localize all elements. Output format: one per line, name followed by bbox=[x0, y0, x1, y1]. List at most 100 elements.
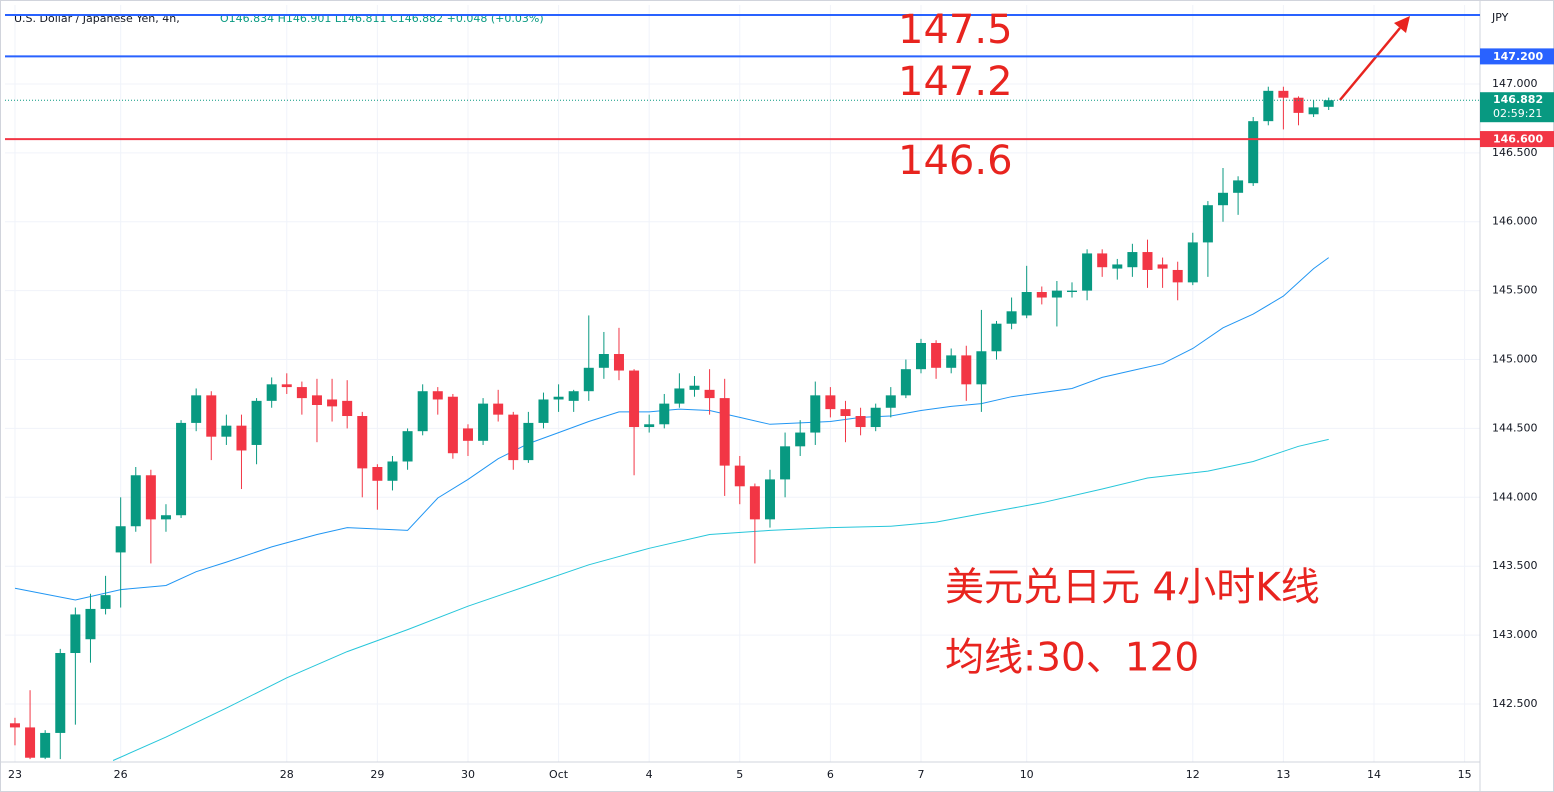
candle-body bbox=[674, 388, 685, 404]
candle-body bbox=[1097, 253, 1108, 268]
candle-body bbox=[855, 416, 866, 428]
candle-body bbox=[221, 425, 232, 437]
candle-body bbox=[553, 396, 564, 400]
last-price-label: 146.882 bbox=[1493, 93, 1543, 106]
candle-body bbox=[538, 399, 549, 423]
candle-body bbox=[659, 403, 670, 425]
candle-body bbox=[961, 355, 972, 385]
candle-body bbox=[1248, 121, 1259, 184]
annotation: 146.6 bbox=[898, 138, 1013, 184]
candle-body bbox=[1066, 290, 1077, 293]
candle-body bbox=[1217, 192, 1228, 206]
candle-body bbox=[478, 403, 489, 441]
arrow bbox=[1339, 16, 1410, 101]
candle-body bbox=[1263, 90, 1274, 122]
x-tick-label: 6 bbox=[827, 768, 834, 781]
currency-label: JPY bbox=[1491, 11, 1509, 24]
x-tick-label: 29 bbox=[370, 768, 384, 781]
candle-body bbox=[1157, 264, 1168, 269]
candle-body bbox=[1036, 292, 1047, 298]
y-tick-label: 146.000 bbox=[1492, 215, 1538, 228]
annotation: 美元兑日元 4小时K线 bbox=[945, 566, 1320, 611]
candle-body bbox=[644, 424, 655, 428]
candle-body bbox=[296, 387, 307, 399]
candle-body bbox=[1127, 252, 1138, 268]
candle-body bbox=[9, 723, 20, 728]
candle-body bbox=[523, 422, 534, 461]
candle-body bbox=[1082, 253, 1093, 291]
y-tick-label: 143.000 bbox=[1492, 628, 1538, 641]
candle-body bbox=[85, 608, 96, 640]
annotation: 均线:30、120 bbox=[945, 636, 1199, 681]
x-tick-label: 7 bbox=[917, 768, 924, 781]
arrow-shaft bbox=[1339, 27, 1401, 101]
candle-body bbox=[719, 398, 730, 466]
y-tick-label: 143.500 bbox=[1492, 559, 1538, 572]
candle-body bbox=[372, 466, 383, 481]
candle-body bbox=[946, 355, 957, 368]
candle-body bbox=[130, 475, 141, 527]
price-tag bbox=[1480, 48, 1554, 65]
candle-body bbox=[780, 446, 791, 480]
candle-body bbox=[1006, 311, 1017, 324]
candle-body bbox=[508, 414, 519, 461]
price-tag-label: 146.600 bbox=[1493, 133, 1543, 146]
candle-body bbox=[1233, 180, 1244, 193]
x-tick-label: 15 bbox=[1458, 768, 1472, 781]
candle-body bbox=[342, 400, 353, 417]
y-tick-label: 142.500 bbox=[1492, 697, 1538, 710]
y-tick-label: 144.000 bbox=[1492, 490, 1538, 503]
candle-body bbox=[900, 369, 911, 396]
price-tag bbox=[1480, 92, 1554, 123]
candle-body bbox=[70, 614, 81, 654]
candle-body bbox=[840, 409, 851, 417]
candle-body bbox=[115, 526, 126, 553]
candle-body bbox=[629, 370, 640, 428]
candle-body bbox=[1187, 242, 1198, 283]
candle-body bbox=[176, 422, 187, 516]
x-tick-label: 23 bbox=[8, 768, 22, 781]
candle-body bbox=[191, 395, 202, 423]
candle-body bbox=[251, 400, 262, 445]
candle-body bbox=[1308, 107, 1319, 115]
x-tick-label: 28 bbox=[280, 768, 294, 781]
candle-body bbox=[432, 391, 443, 400]
candle-body bbox=[100, 595, 111, 609]
candle-body bbox=[417, 391, 428, 432]
candle-body bbox=[402, 431, 413, 462]
candle-body bbox=[462, 428, 473, 441]
candle-body bbox=[1112, 264, 1123, 269]
x-tick-label: 10 bbox=[1020, 768, 1034, 781]
candle-body bbox=[236, 425, 247, 451]
candle-body bbox=[795, 432, 806, 447]
x-tick-label: 26 bbox=[114, 768, 128, 781]
candle-body bbox=[1323, 100, 1334, 107]
candle-body bbox=[1142, 252, 1153, 270]
moving-average-line bbox=[112, 438, 1329, 761]
candle-body bbox=[613, 354, 624, 371]
candle-body bbox=[931, 342, 942, 368]
candle-body bbox=[825, 395, 836, 410]
x-tick-label: 5 bbox=[736, 768, 743, 781]
candle-body bbox=[327, 399, 338, 407]
candle-body bbox=[311, 395, 322, 405]
candle-body bbox=[749, 486, 760, 520]
candle-body bbox=[810, 395, 821, 433]
x-tick-label: 30 bbox=[461, 768, 475, 781]
price-tag-label: 147.200 bbox=[1493, 50, 1543, 63]
symbol-title: U.S. Dollar / Japanese Yen, 4h, bbox=[14, 12, 180, 25]
y-tick-label: 146.500 bbox=[1492, 146, 1538, 159]
candle-body bbox=[870, 407, 881, 428]
candle-body bbox=[1278, 90, 1289, 98]
candle-body bbox=[55, 653, 66, 733]
candle-body bbox=[704, 389, 715, 399]
candle-body bbox=[568, 391, 579, 401]
candle-body bbox=[583, 367, 594, 392]
x-tick-label: 13 bbox=[1276, 768, 1290, 781]
candle-body bbox=[689, 385, 700, 390]
candle-body bbox=[447, 396, 458, 454]
y-tick-label: 144.500 bbox=[1492, 421, 1538, 434]
candle-body bbox=[206, 395, 217, 437]
candle-body bbox=[357, 416, 368, 469]
